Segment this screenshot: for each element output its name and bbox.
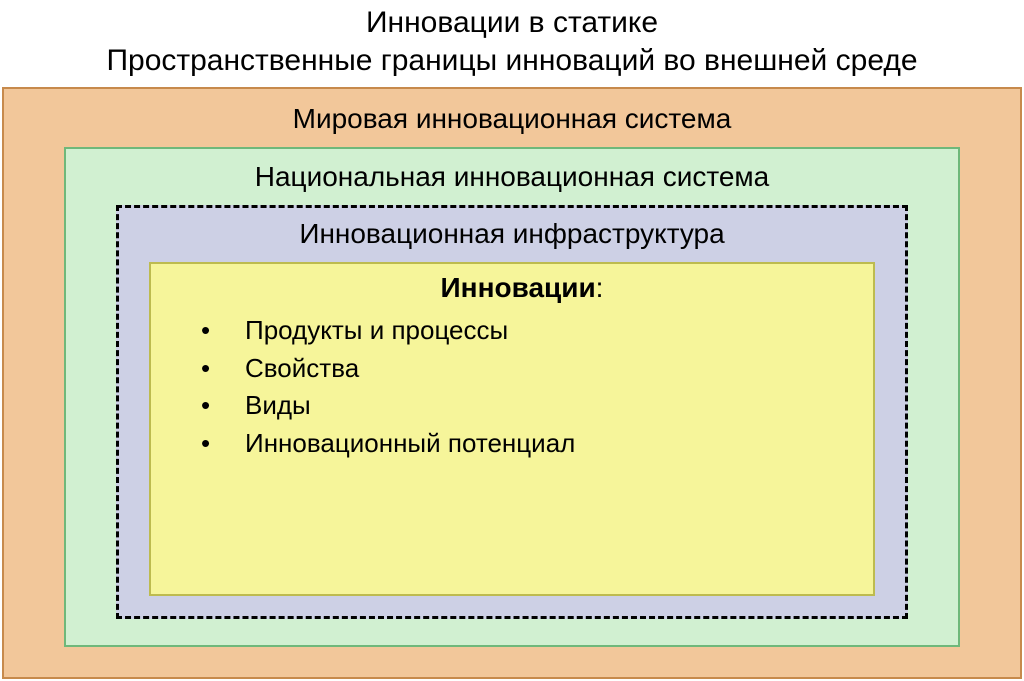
layer-outer: Мировая инновационная система Национальн… (2, 87, 1022, 679)
list-item: •Свойства (201, 350, 853, 388)
diagram-page: Инновации в статике Пространственные гра… (0, 0, 1024, 681)
list-item: •Инновационный потенциал (201, 425, 853, 463)
layer-outer-label: Мировая инновационная система (293, 103, 732, 135)
layer-mid-label: Национальная инновационная система (255, 161, 770, 193)
bullet-icon: • (201, 350, 245, 388)
bullet-text: Продукты и процессы (245, 312, 508, 350)
bullet-icon: • (201, 425, 245, 463)
title-line-2: Пространственные границы инноваций во вн… (10, 42, 1014, 80)
inner-title: Инновации: (191, 272, 853, 304)
layer-mid: Национальная инновационная система Иннов… (64, 147, 960, 647)
title-block: Инновации в статике Пространственные гра… (0, 0, 1024, 87)
layer-dashed-label: Инновационная инфраструктура (299, 218, 724, 250)
bullet-icon: • (201, 312, 245, 350)
list-item: •Виды (201, 387, 853, 425)
bullet-text: Свойства (245, 350, 359, 388)
title-line-1: Инновации в статике (10, 4, 1014, 42)
inner-title-suffix: : (596, 272, 604, 303)
bullet-text: Инновационный потенциал (245, 425, 575, 463)
bullet-icon: • (201, 387, 245, 425)
bullet-text: Виды (245, 387, 311, 425)
inner-title-bold: Инновации (441, 272, 596, 303)
inner-bullet-list: •Продукты и процессы •Свойства •Виды •Ин… (191, 312, 853, 463)
list-item: •Продукты и процессы (201, 312, 853, 350)
layer-inner: Инновации: •Продукты и процессы •Свойств… (149, 262, 875, 596)
layer-dashed: Инновационная инфраструктура Инновации: … (116, 205, 908, 619)
